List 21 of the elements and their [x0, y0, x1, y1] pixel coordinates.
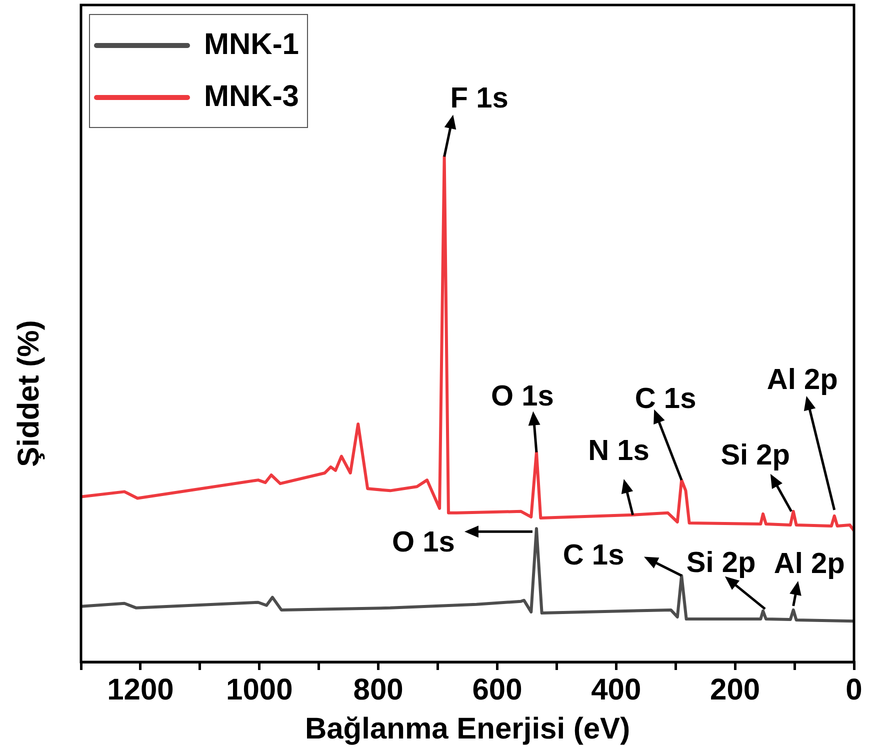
- x-tick-label: 400: [591, 673, 642, 706]
- x-axis-title: Bağlanma Enerjisi (eV): [304, 712, 630, 746]
- annotation: F 1s: [450, 82, 508, 115]
- annotation: Si 2p: [720, 439, 790, 472]
- annotation: N 1s: [588, 434, 650, 467]
- x-tick-label: 600: [472, 673, 522, 706]
- y-axis-title: Şiddet (%): [12, 320, 46, 467]
- annotation: Si 2p: [686, 546, 756, 579]
- annotation: Al 2p: [774, 548, 845, 580]
- x-tick-label: 1000: [226, 673, 293, 706]
- legend-label: MNK-1: [204, 28, 299, 62]
- annotation: O 1s: [491, 380, 554, 412]
- annotation: C 1s: [562, 540, 624, 572]
- x-tick-label: 800: [353, 673, 404, 706]
- x-tick-label: 1200: [107, 673, 174, 706]
- x-tick-label: 200: [710, 673, 760, 706]
- annotation: C 1s: [634, 383, 696, 416]
- x-tick-label: 0: [846, 673, 862, 706]
- annotation: O 1s: [392, 526, 455, 559]
- legend-label: MNK-3: [204, 80, 299, 114]
- annotation: Al 2p: [766, 364, 838, 396]
